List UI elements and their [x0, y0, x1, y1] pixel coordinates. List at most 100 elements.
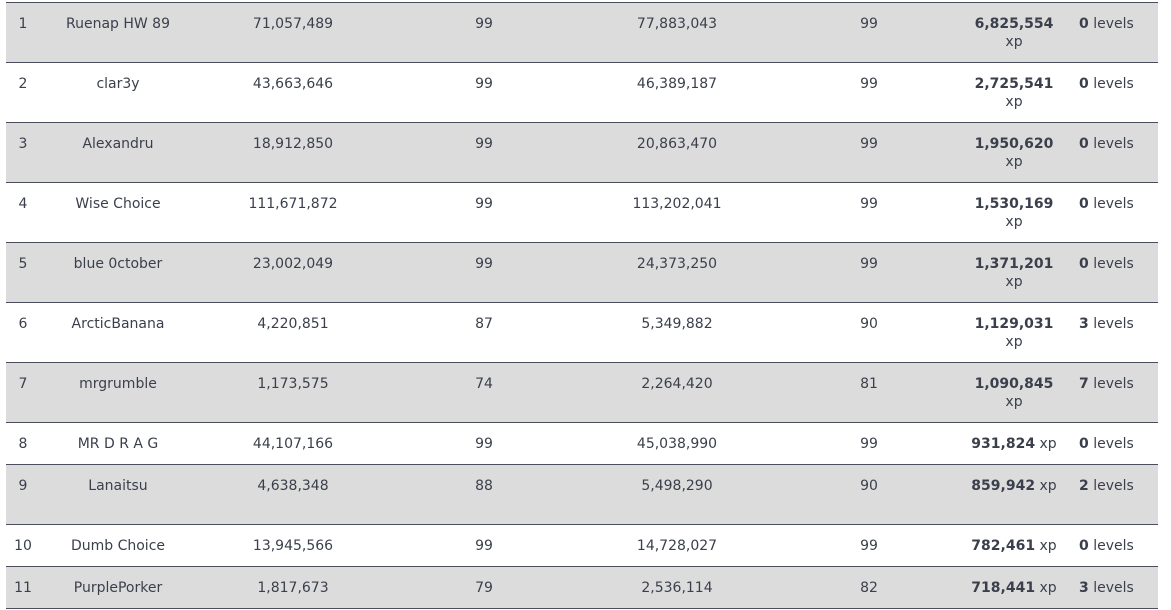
- table-row: 2 clar3y 43,663,646 99 46,389,187 99 2,725,541…: [6, 63, 1158, 123]
- start-xp-cell: 18,912,850: [252, 136, 334, 152]
- end-xp-cell: 46,389,187: [636, 76, 718, 92]
- levels-gained-cell: 0 levels: [1079, 195, 1141, 213]
- player-name-link[interactable]: Lanaitsu: [88, 478, 148, 494]
- player-name-link[interactable]: Dumb Choice: [70, 538, 166, 554]
- start-xp-cell: 4,220,851: [257, 316, 329, 332]
- table-row: 8 MR D R A G 44,107,166 99 45,038,990 99 931,8…: [6, 423, 1158, 465]
- table-row: 11 PurplePorker 1,817,673 79 2,536,114 82 718,…: [6, 567, 1158, 609]
- table-row: 4 Wise Choice 111,671,872 99 113,202,041 99 1,…: [6, 183, 1158, 243]
- xp-unit-label: xp: [1039, 538, 1057, 554]
- levels-unit-label: levels: [1093, 316, 1134, 332]
- rank-cell: 1: [18, 16, 28, 32]
- start-level-cell: 99: [475, 256, 493, 272]
- gained-xp-cell: 782,461 xp: [964, 537, 1064, 555]
- rank-cell: 11: [14, 580, 32, 596]
- gained-xp-cell: 718,441 xp: [964, 579, 1064, 597]
- gained-xp-value: 2,725,541: [974, 76, 1054, 92]
- levels-gained-cell: 0 levels: [1079, 537, 1141, 555]
- xp-unit-label: xp: [1039, 580, 1057, 596]
- player-name-link[interactable]: Alexandru: [82, 136, 154, 152]
- end-xp-cell: 14,728,027: [636, 538, 718, 554]
- end-level-cell: 90: [860, 478, 878, 494]
- gained-xp-cell: 2,725,541 xp: [964, 75, 1064, 111]
- levels-unit-label: levels: [1093, 136, 1134, 152]
- gained-xp-cell: 931,824 xp: [964, 435, 1064, 453]
- end-level-cell: 99: [860, 256, 878, 272]
- player-name-link[interactable]: Wise Choice: [75, 196, 161, 212]
- start-level-cell: 74: [475, 376, 493, 392]
- xp-unit-label: xp: [1005, 214, 1023, 230]
- levels-unit-label: levels: [1093, 436, 1134, 452]
- table-row: 9 Lanaitsu 4,638,348 88 5,498,290 90 859,942 x…: [6, 465, 1158, 525]
- rank-cell: 3: [18, 136, 28, 152]
- start-xp-cell: 44,107,166: [252, 436, 334, 452]
- end-xp-cell: 113,202,041: [632, 196, 722, 212]
- end-level-cell: 99: [860, 196, 878, 212]
- levels-gained-cell: 0 levels: [1079, 15, 1141, 33]
- end-level-cell: 81: [860, 376, 878, 392]
- player-name-link[interactable]: Ruenap HW 89: [65, 16, 170, 32]
- levels-unit-label: levels: [1093, 478, 1134, 494]
- end-xp-cell: 5,498,290: [641, 478, 713, 494]
- player-name-link[interactable]: mrgrumble: [79, 376, 157, 392]
- xp-unit-label: xp: [1005, 394, 1023, 410]
- end-xp-cell: 5,349,882: [641, 316, 713, 332]
- rank-cell: 5: [18, 256, 28, 272]
- table-row: 10 Dumb Choice 13,945,566 99 14,728,027 99 782…: [6, 525, 1158, 567]
- rank-cell: 10: [14, 538, 32, 554]
- levels-gained-cell: 3 levels: [1079, 315, 1141, 333]
- gained-xp-value: 1,530,169: [974, 196, 1054, 212]
- end-level-cell: 99: [860, 136, 878, 152]
- levels-gained-cell: 7 levels: [1079, 375, 1141, 393]
- end-level-cell: 99: [860, 16, 878, 32]
- gained-xp-cell: 6,825,554 xp: [964, 15, 1064, 51]
- rank-cell: 2: [18, 76, 28, 92]
- levels-gained-value: 0: [1079, 196, 1089, 212]
- gained-xp-value: 782,461: [971, 538, 1036, 554]
- rank-cell: 4: [18, 196, 28, 212]
- levels-unit-label: levels: [1093, 256, 1134, 272]
- levels-gained-value: 0: [1079, 16, 1089, 32]
- table-row: 3 Alexandru 18,912,850 99 20,863,470 99 1,950,…: [6, 123, 1158, 183]
- player-name-link[interactable]: blue 0ctober: [73, 256, 163, 272]
- levels-unit-label: levels: [1093, 376, 1134, 392]
- xp-unit-label: xp: [1005, 34, 1023, 50]
- end-level-cell: 90: [860, 316, 878, 332]
- end-level-cell: 82: [860, 580, 878, 596]
- levels-gained-value: 7: [1079, 376, 1089, 392]
- rank-cell: 6: [18, 316, 28, 332]
- xp-unit-label: xp: [1005, 334, 1023, 350]
- xp-unit-label: xp: [1005, 154, 1023, 170]
- levels-gained-cell: 3 levels: [1079, 579, 1141, 597]
- gained-xp-value: 859,942: [971, 478, 1036, 494]
- xp-unit-label: xp: [1039, 478, 1057, 494]
- end-level-cell: 99: [860, 538, 878, 554]
- player-name-link[interactable]: clar3y: [96, 76, 140, 92]
- player-name-link[interactable]: PurplePorker: [73, 580, 163, 596]
- start-level-cell: 99: [475, 538, 493, 554]
- player-name-link[interactable]: MR D R A G: [77, 436, 159, 452]
- end-xp-cell: 2,264,420: [641, 376, 713, 392]
- gained-xp-cell: 859,942 xp: [964, 477, 1064, 495]
- rank-cell: 7: [18, 376, 28, 392]
- gained-xp-cell: 1,530,169 xp: [964, 195, 1064, 231]
- start-xp-cell: 13,945,566: [252, 538, 334, 554]
- levels-unit-label: levels: [1093, 16, 1134, 32]
- table-row: 1 Ruenap HW 89 71,057,489 99 77,883,043 99 6,8…: [6, 3, 1158, 63]
- gained-xp-cell: 1,129,031 xp: [964, 315, 1064, 351]
- rank-cell: 8: [18, 436, 28, 452]
- table-row: 5 blue 0ctober 23,002,049 99 24,373,250 99 1,3…: [6, 243, 1158, 303]
- gained-xp-value: 6,825,554: [974, 16, 1054, 32]
- start-level-cell: 87: [475, 316, 493, 332]
- gained-xp-value: 718,441: [971, 580, 1036, 596]
- gained-xp-value: 1,950,620: [974, 136, 1054, 152]
- player-name-link[interactable]: ArcticBanana: [71, 316, 165, 332]
- levels-gained-value: 0: [1079, 76, 1089, 92]
- levels-gained-value: 0: [1079, 436, 1089, 452]
- start-level-cell: 99: [475, 136, 493, 152]
- gained-xp-value: 1,129,031: [974, 316, 1054, 332]
- levels-gained-value: 0: [1079, 538, 1089, 554]
- gained-xp-cell: 1,950,620 xp: [964, 135, 1064, 171]
- end-xp-cell: 77,883,043: [636, 16, 718, 32]
- levels-gained-value: 3: [1079, 316, 1089, 332]
